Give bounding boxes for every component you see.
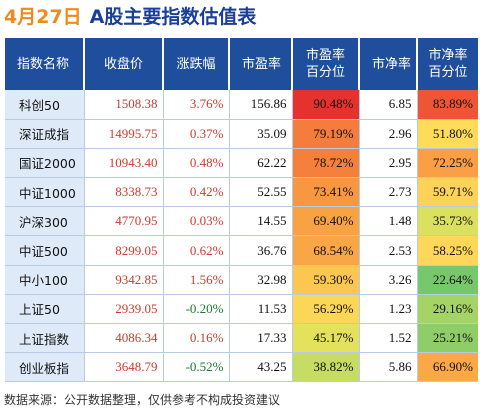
change-cell: 0.42%	[163, 177, 230, 208]
table-row: 国证2000 10943.40 0.48% 62.22 78.72% 2.95 72.25%	[5, 148, 478, 179]
pb-cell: 1.52	[359, 323, 418, 354]
table-row: 沪深300 4770.95 0.03% 14.55 69.40% 1.48 35.73%	[5, 206, 478, 237]
close-cell: 1508.38	[84, 90, 164, 120]
pe-percentile-cell: 59.30%	[292, 265, 360, 295]
pb-cell: 2.53	[359, 235, 418, 266]
pe-cell: 43.25	[229, 352, 293, 383]
change-cell: 1.56%	[163, 265, 230, 295]
change-cell: 3.76%	[163, 90, 230, 120]
close-cell: 9342.85	[84, 265, 164, 295]
pb-percentile-cell: 66.90%	[417, 352, 478, 383]
pb-cell: 2.73	[359, 177, 418, 208]
pe-percentile-cell: 78.72%	[292, 148, 360, 179]
pe-percentile-cell: 56.29%	[292, 294, 360, 325]
pe-cell: 32.98	[229, 265, 293, 295]
close-cell: 4770.95	[84, 206, 164, 237]
col-header-pe: 市盈率	[229, 38, 293, 90]
change-cell: -0.20%	[163, 294, 230, 325]
index-name-cell: 中小100	[5, 265, 85, 295]
index-name-cell: 中证500	[5, 235, 85, 266]
pe-percentile-cell: 38.82%	[292, 352, 360, 383]
pe-percentile-cell: 68.54%	[292, 235, 360, 266]
table-row: 深证成指 14995.75 0.37% 35.09 79.19% 2.96 51.80%	[5, 119, 478, 149]
source-note: 数据来源：公开数据整理，仅供参考不构成投资建议	[4, 393, 281, 407]
close-cell: 14995.75	[84, 119, 164, 149]
change-cell: 0.16%	[163, 323, 230, 354]
pb-cell: 5.86	[359, 352, 418, 383]
index-name-cell: 上证指数	[5, 323, 85, 354]
pe-cell: 62.22	[229, 148, 293, 179]
change-cell: 0.37%	[163, 119, 230, 149]
pe-cell: 17.33	[229, 323, 293, 354]
page-title: 4月27日 A股主要指数估值表	[4, 2, 256, 32]
title-date: 4月27日	[4, 6, 82, 28]
pe-percentile-cell: 73.41%	[292, 177, 360, 208]
index-name-cell: 沪深300	[5, 206, 85, 237]
pb-cell: 2.95	[359, 148, 418, 179]
pb-percentile-cell: 58.25%	[417, 235, 478, 266]
pe-cell: 36.76	[229, 235, 293, 266]
pb-cell: 2.96	[359, 119, 418, 149]
pb-percentile-cell: 72.25%	[417, 148, 478, 179]
change-cell: 0.03%	[163, 206, 230, 237]
change-cell: -0.52%	[163, 352, 230, 383]
index-name-cell: 国证2000	[5, 148, 85, 179]
pe-cell: 52.55	[229, 177, 293, 208]
index-name-cell: 科创50	[5, 90, 85, 120]
close-cell: 4086.34	[84, 323, 164, 354]
pb-percentile-cell: 35.73%	[417, 206, 478, 237]
index-name-cell: 深证成指	[5, 119, 85, 149]
pe-cell: 14.55	[229, 206, 293, 237]
change-cell: 0.48%	[163, 148, 230, 179]
index-name-cell: 创业板指	[5, 352, 85, 383]
pb-percentile-cell: 29.16%	[417, 294, 478, 325]
index-name-cell: 中证1000	[5, 177, 85, 208]
pb-percentile-cell: 83.89%	[417, 90, 478, 120]
col-header-close: 收盘价	[84, 38, 164, 90]
pe-percentile-cell: 45.17%	[292, 323, 360, 354]
title-text: A股主要指数估值表	[89, 6, 257, 28]
pb-cell: 3.26	[359, 265, 418, 295]
table-row: 上证指数 4086.34 0.16% 17.33 45.17% 1.52 25.21%	[5, 323, 478, 354]
pe-cell: 35.09	[229, 119, 293, 149]
pb-cell: 1.48	[359, 206, 418, 237]
col-header-index-name: 指数名称	[5, 38, 85, 90]
table-row: 创业板指 3648.79 -0.52% 43.25 38.82% 5.86 66.90%	[5, 352, 478, 383]
pb-percentile-cell: 25.21%	[417, 323, 478, 354]
pb-percentile-cell: 22.64%	[417, 265, 478, 295]
close-cell: 8299.05	[84, 235, 164, 266]
valuation-table: 指数名称 收盘价 涨跌幅 市盈率 市盈率 百分位 市净率 市净率 百分位 科创50 1…	[5, 38, 478, 383]
change-cell: 0.62%	[163, 235, 230, 266]
pe-percentile-cell: 90.48%	[292, 90, 360, 120]
col-header-pb: 市净率	[359, 38, 418, 90]
pe-cell: 156.86	[229, 90, 293, 120]
pb-percentile-cell: 51.80%	[417, 119, 478, 149]
table-row: 科创50 1508.38 3.76% 156.86 90.48% 6.85 83.89%	[5, 90, 478, 120]
close-cell: 2939.05	[84, 294, 164, 325]
close-cell: 3648.79	[84, 352, 164, 383]
pe-cell: 11.53	[229, 294, 293, 325]
table-header-row: 指数名称 收盘价 涨跌幅 市盈率 市盈率 百分位 市净率 市净率 百分位	[5, 38, 478, 90]
index-name-cell: 上证50	[5, 294, 85, 325]
pb-cell: 6.85	[359, 90, 418, 120]
pe-percentile-cell: 79.19%	[292, 119, 360, 149]
close-cell: 10943.40	[84, 148, 164, 179]
table-row: 中证500 8299.05 0.62% 36.76 68.54% 2.53 58.25%	[5, 235, 478, 266]
table-row: 中小100 9342.85 1.56% 32.98 59.30% 3.26 22.64%	[5, 265, 478, 295]
pe-percentile-cell: 69.40%	[292, 206, 360, 237]
col-header-change: 涨跌幅	[163, 38, 230, 90]
col-header-pe-percentile: 市盈率 百分位	[292, 38, 360, 90]
table-row: 中证1000 8338.73 0.42% 52.55 73.41% 2.73 59.71%	[5, 177, 478, 208]
pb-percentile-cell: 59.71%	[417, 177, 478, 208]
col-header-pb-percentile: 市净率 百分位	[417, 38, 478, 90]
close-cell: 8338.73	[84, 177, 164, 208]
pb-cell: 1.23	[359, 294, 418, 325]
table-row: 上证50 2939.05 -0.20% 11.53 56.29% 1.23 29.16%	[5, 294, 478, 325]
